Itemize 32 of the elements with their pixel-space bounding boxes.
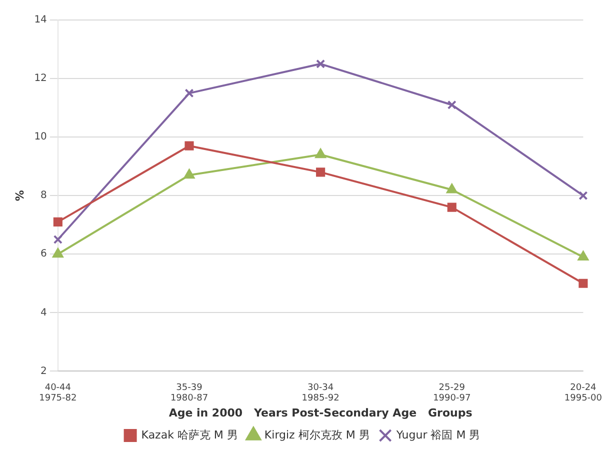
x-tick-label: 25-29 1990-97 [433,382,471,404]
point [447,100,456,110]
legend-label: Yugur 裕固 M 男 [395,428,480,442]
y-tick-label: 10 [34,132,47,143]
y-tick-label: 8 [40,190,47,202]
y-tick-label: 4 [40,307,47,318]
legend-label: Kazak 哈萨克 M 男 [141,428,238,442]
y-tick-label: 12 [34,73,47,84]
legend-label: Kirgiz 柯尔克孜 M 男 [264,428,370,442]
y-tick-label: 6 [40,248,47,260]
point [53,217,62,226]
point [316,168,326,177]
point [315,148,326,158]
point [578,191,588,200]
x-axis-title: Age in 2000 Years Post-Secondary Age Groups [168,406,473,420]
x-tick-label: 20-24 1995-00 [564,382,602,404]
x-tick-label: 30-34 1985-92 [302,382,340,404]
point [447,202,456,212]
point [578,278,588,288]
x-tick-label: 40-44 1975-82 [39,382,77,404]
point [578,251,589,261]
point [446,184,458,194]
point [184,169,195,179]
point [316,59,326,68]
y-tick-label: 2 [40,366,47,377]
point [53,234,62,244]
point [52,248,64,258]
point [184,141,194,150]
x-tick-label: 35-39 1980-87 [170,382,208,404]
y-axis-title: % [13,190,26,202]
y-tick-label: 14 [34,14,47,26]
point [184,88,194,98]
